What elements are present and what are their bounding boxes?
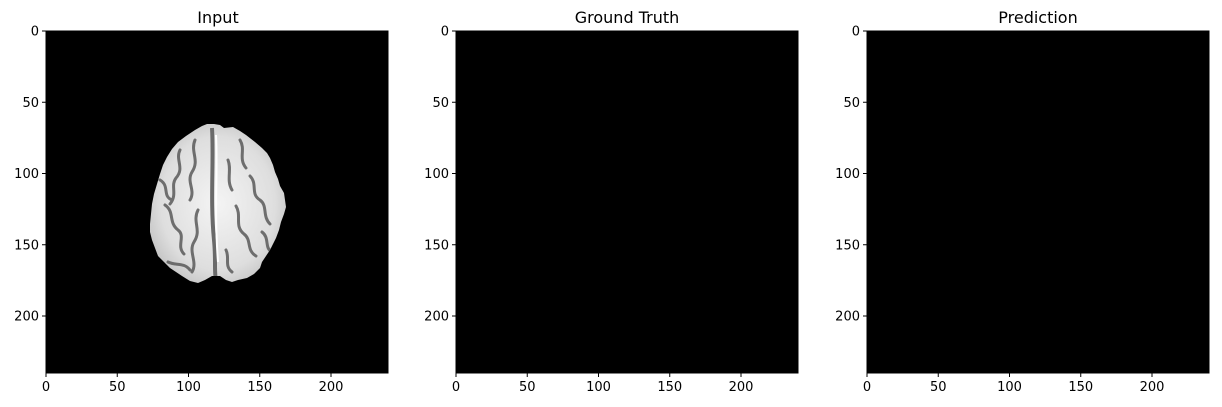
x-tick-label: 200 xyxy=(319,380,344,395)
panel-ground-truth: 0 50 100 150 200 0 50 100 150 200 xyxy=(424,25,799,395)
x-tick-label: 100 xyxy=(997,380,1022,395)
y-tick-label: 150 xyxy=(835,238,860,253)
y-tick-label: 150 xyxy=(14,238,39,253)
image-area-prediction xyxy=(867,31,1209,373)
x-tick-label: 50 xyxy=(930,380,947,395)
y-tick-label: 100 xyxy=(14,167,39,182)
panel-input: 0 50 100 150 200 0 50 100 150 200 xyxy=(14,25,389,395)
y-tick-label: 0 xyxy=(852,25,860,40)
x-tick-label: 200 xyxy=(729,380,754,395)
y-tick-label: 200 xyxy=(424,310,449,325)
x-tick-label: 150 xyxy=(657,380,682,395)
y-tick-label: 150 xyxy=(424,238,449,253)
y-tick-label: 100 xyxy=(835,167,860,182)
y-tick-label: 50 xyxy=(22,96,39,111)
x-tick-label: 100 xyxy=(586,380,611,395)
axes-frame-input xyxy=(45,30,389,374)
y-tick-label: 200 xyxy=(14,310,39,325)
y-tick-label: 0 xyxy=(441,25,449,40)
x-tick-label: 150 xyxy=(1068,380,1093,395)
y-tick-label: 50 xyxy=(432,96,449,111)
y-tick-label: 0 xyxy=(31,25,39,40)
axes-frame-prediction xyxy=(866,30,1210,374)
x-tick-label: 0 xyxy=(863,380,871,395)
panel-title-input: Input xyxy=(197,8,238,27)
y-tick-label: 100 xyxy=(424,167,449,182)
x-tick-label: 200 xyxy=(1140,380,1165,395)
y-tick-label: 50 xyxy=(843,96,860,111)
x-tick-label: 100 xyxy=(176,380,201,395)
brain-slice-image xyxy=(150,124,286,283)
y-tick-label: 200 xyxy=(835,310,860,325)
x-tick-label: 150 xyxy=(247,380,272,395)
x-tick-label: 50 xyxy=(519,380,536,395)
x-tick-label: 0 xyxy=(452,380,460,395)
x-tick-label: 50 xyxy=(109,380,126,395)
x-tick-label: 0 xyxy=(42,380,50,395)
panel-title-prediction: Prediction xyxy=(998,8,1077,27)
axes-frame-ground-truth xyxy=(455,30,799,374)
panel-prediction: 0 50 100 150 200 0 50 100 150 200 xyxy=(835,25,1210,395)
panel-title-ground-truth: Ground Truth xyxy=(575,8,680,27)
image-area-ground-truth xyxy=(456,31,798,373)
